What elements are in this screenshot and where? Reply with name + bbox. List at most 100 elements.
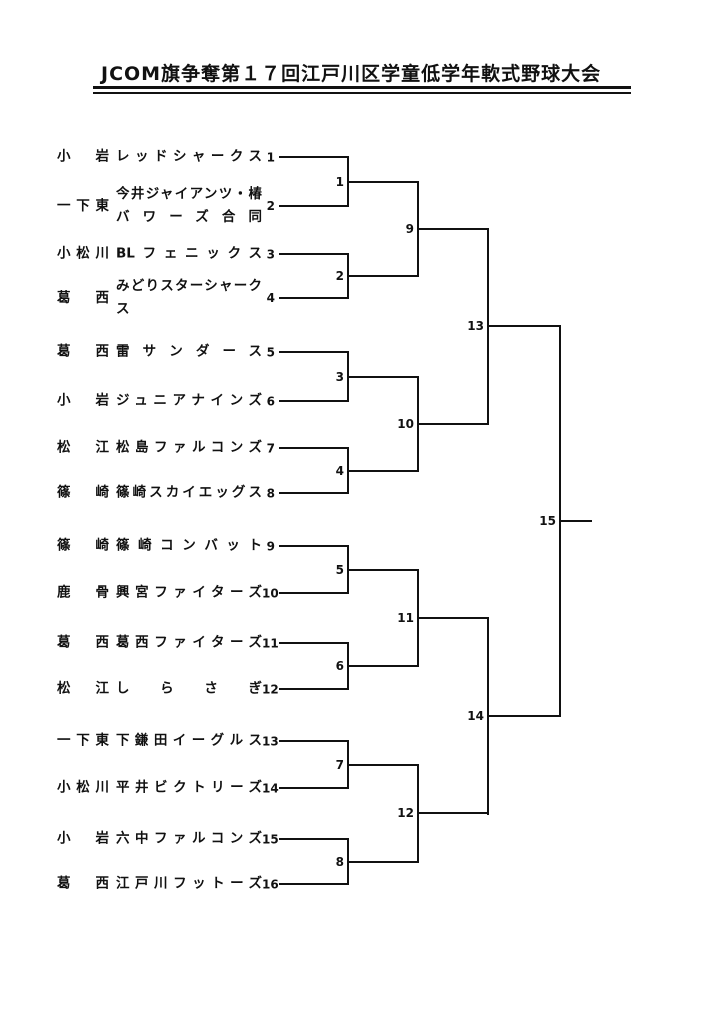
team-row-11: 葛西 葛西ファイターズ 11 [57,632,279,655]
bracket-line [347,569,419,571]
game-number-12: 12 [397,806,414,820]
team-row-15: 小岩 六中ファルコンズ 15 [57,828,279,851]
team-district: 葛西 [57,289,109,306]
team-seed: 8 [266,486,275,500]
team-name: 葛西ファイターズ [116,634,262,651]
team-row-6: 小岩 ジュニアナインズ 6 [57,390,278,413]
game-number-2: 2 [335,269,344,283]
bracket-line [279,545,349,547]
team-seed: 4 [266,291,275,305]
team-name: レッドシャークス [116,148,262,165]
team-district: 鹿骨 [57,584,109,601]
bracket-line [279,642,349,644]
team-district: 小岩 [57,392,109,409]
team-district: 小松川 [57,779,109,796]
bracket-line [279,838,349,840]
game-number-11: 11 [397,611,414,625]
team-seed: 11 [262,636,279,650]
bracket-line [279,787,349,789]
team-row-10: 鹿骨 興宮ファイターズ 10 [57,582,279,605]
team-seed: 7 [266,441,275,455]
team-row-4: 葛西 みどりスターシャークス 4 [57,275,278,321]
team-district: 小岩 [57,830,109,847]
team-name: ジュニアナインズ [116,392,262,409]
team-row-2: 一下東 今井ジャイアンツ・椿バワーズ合同 2 [57,183,278,229]
bracket-line [347,470,419,472]
team-seed: 3 [266,247,275,261]
team-district: 篠崎 [57,484,109,501]
team-seed: 1 [266,150,275,164]
team-row-8: 篠崎 篠崎スカイエッグス 8 [57,482,278,505]
bracket-line [279,205,349,207]
team-name: 下鎌田イーグルス [116,732,262,749]
team-seed: 16 [262,877,279,891]
bracket-line [347,275,419,277]
bracket-line [347,665,419,667]
bracket-line [279,400,349,402]
game-number-8: 8 [335,855,344,869]
bracket-line [279,883,349,885]
team-row-7: 松江 松島ファルコンズ 7 [57,437,278,460]
bracket-line [487,715,561,717]
bracket-line [487,325,561,327]
team-name: 平井ビクトリーズ [116,779,262,796]
team-row-3: 小松川 BLフェニックス 3 [57,243,278,266]
team-name: 篠崎コンバット [116,537,262,554]
bracket-line [279,447,349,449]
team-row-14: 小松川 平井ビクトリーズ 14 [57,777,279,800]
team-district: 葛西 [57,875,109,892]
team-seed: 14 [262,781,279,795]
bracket-line [417,812,489,814]
team-row-1: 小岩 レッドシャークス 1 [57,146,278,169]
bracket-line [279,253,349,255]
team-district: 葛西 [57,343,109,360]
team-seed: 5 [266,345,275,359]
bracket-line [279,351,349,353]
game-number-7: 7 [335,758,344,772]
bracket-line [279,492,349,494]
bracket-line [347,181,419,183]
team-district: 小松川 [57,245,109,262]
bracket-line [279,740,349,742]
game-number-9: 9 [405,222,414,236]
team-seed: 12 [262,682,279,696]
team-name: 興宮ファイターズ [116,584,262,601]
game-number-6: 6 [335,659,344,673]
game-number-13: 13 [467,319,484,333]
bracket-line [279,156,349,158]
team-district: 松江 [57,680,109,697]
bracket-line [279,297,349,299]
team-row-16: 葛西 江戸川フットーズ 16 [57,873,279,896]
team-district: 篠崎 [57,537,109,554]
game-number-10: 10 [397,417,414,431]
team-name: 六中ファルコンズ [116,830,262,847]
bracket-line [347,376,419,378]
team-seed: 9 [266,539,275,553]
team-name: 今井ジャイアンツ・椿バワーズ合同 [116,186,262,225]
team-seed: 6 [266,394,275,408]
game-number-1: 1 [335,175,344,189]
team-name: みどりスターシャークス [116,278,262,317]
bracket-line [347,861,419,863]
game-number-5: 5 [335,563,344,577]
team-seed: 10 [262,586,279,600]
title-underline [93,86,631,94]
bracket-line [279,592,349,594]
team-name: 松島ファルコンズ [116,439,262,456]
team-row-9: 篠崎 篠崎コンバット 9 [57,535,278,558]
team-district: 葛西 [57,634,109,651]
bracket-line [417,617,489,619]
bracket-line [417,228,489,230]
team-district: 松江 [57,439,109,456]
team-district: 小岩 [57,148,109,165]
team-row-12: 松江 しらさぎ 12 [57,678,279,701]
team-district: 一下東 [57,732,109,749]
team-name: 篠崎スカイエッグス [116,484,262,501]
team-name: 雷サンダース [116,343,262,360]
game-number-15: 15 [539,514,556,528]
tournament-title: JCOM旗争奪第１７回江戸川区学童低学年軟式野球大会 [101,63,602,85]
team-name: 江戸川フットーズ [116,875,262,892]
team-row-13: 一下東 下鎌田イーグルス 13 [57,730,279,753]
game-number-3: 3 [335,370,344,384]
